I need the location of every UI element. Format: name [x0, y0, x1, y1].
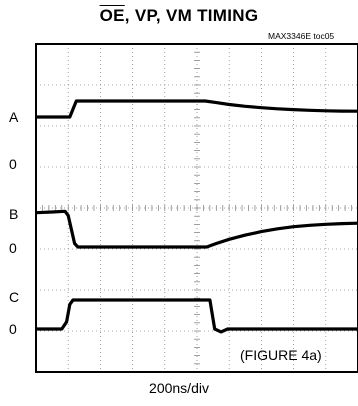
- trace-c: [36, 298, 358, 334]
- channel-b-low-label: 0: [9, 240, 17, 256]
- channel-a-high-label: A: [9, 109, 19, 125]
- grid: [35, 43, 358, 373]
- figure-annotation: (FIGURE 4a): [240, 347, 322, 363]
- plot-frame: [35, 43, 358, 373]
- channel-c-high-label: C: [9, 289, 20, 305]
- title-rest: , VP, VM TIMING: [124, 6, 259, 25]
- x-axis-scale-label: 200ns/div: [149, 380, 209, 396]
- channel-c-low-label: 0: [9, 321, 17, 337]
- part-reference: MAX3346E toc05: [268, 31, 335, 41]
- channel-b-high-label: B: [9, 206, 19, 222]
- channel-a-low-label: 0: [9, 156, 17, 172]
- traces: [35, 99, 358, 334]
- title-overlined-oe: OE: [99, 6, 125, 25]
- trace-a: [36, 99, 358, 119]
- chart-title: OE, VP, VM TIMING: [0, 6, 358, 26]
- trace-b: [35, 209, 358, 249]
